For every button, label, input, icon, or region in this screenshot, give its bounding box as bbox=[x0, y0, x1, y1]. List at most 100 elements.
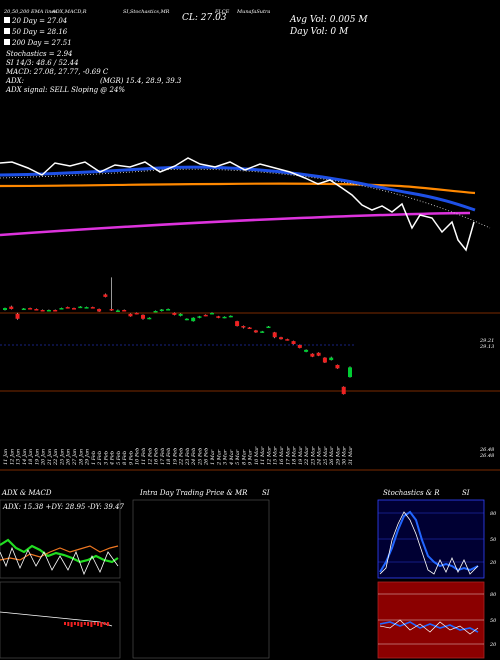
date-tick-label: 18 Feb bbox=[166, 448, 172, 465]
stochastic-k-line bbox=[379, 510, 479, 573]
ema20-legend-swatch bbox=[4, 17, 10, 23]
candle-body bbox=[97, 309, 102, 312]
date-tick-label: 24 Mar bbox=[317, 446, 323, 466]
candle-body bbox=[84, 307, 89, 309]
price-axis-label: 26.48 bbox=[479, 447, 494, 453]
intraday-panel bbox=[132, 499, 270, 659]
date-tick-label: 12 Jan bbox=[9, 449, 15, 465]
candle-body bbox=[141, 314, 145, 319]
candle-body bbox=[191, 317, 196, 322]
date-tick-label: 19 Mar bbox=[298, 446, 304, 465]
candle-body bbox=[153, 310, 158, 313]
avg-vol-label: Avg Vol: 0.005 M bbox=[289, 15, 368, 25]
date-tick-label: 13 Jan bbox=[16, 449, 22, 465]
adx-signal-legend: ADX signal: SELL Sloping @ 24% bbox=[5, 86, 125, 94]
intraday-title: Intra Day Trading Price & MR bbox=[139, 489, 248, 497]
date-tick-label: 2 Feb bbox=[97, 451, 103, 466]
candle-body bbox=[260, 331, 265, 333]
candle-body bbox=[72, 308, 76, 310]
candle-body bbox=[228, 315, 233, 318]
stochastics-title: Stochastics & R bbox=[383, 489, 440, 497]
macd-panel bbox=[0, 581, 121, 659]
date-tick-label: 16 Feb bbox=[154, 448, 160, 465]
ema20-legend: 20 Day = 27.04 bbox=[11, 17, 67, 25]
date-tick-label: 23 Feb bbox=[185, 448, 191, 466]
date-tick-label: 1 Mar bbox=[210, 449, 216, 465]
candle-body bbox=[310, 353, 315, 357]
candle-body bbox=[53, 310, 58, 312]
date-tick-label: 22 Mar bbox=[304, 446, 310, 466]
candle-body bbox=[15, 313, 20, 319]
ema200-legend-swatch bbox=[4, 39, 10, 45]
candle-body bbox=[241, 326, 246, 328]
header-stoch-label: SI,Stochastics,MR bbox=[123, 9, 170, 15]
date-tick-label: 19 Feb bbox=[172, 448, 178, 465]
date-tick-label: 9 Feb bbox=[128, 451, 134, 465]
date-tick-label: 29 Jan bbox=[85, 449, 91, 466]
date-tick-label: 25 Feb bbox=[197, 448, 203, 466]
rsi-tick: 20 bbox=[489, 642, 497, 648]
candle-body bbox=[134, 312, 139, 315]
price-axis-label: 29.13 bbox=[479, 344, 494, 350]
macd-histogram-bar bbox=[73, 622, 76, 625]
date-tick-label: 28 Jan bbox=[78, 449, 84, 466]
header-ema-label: 20,50,200 EMA lines bbox=[3, 9, 57, 15]
macd-histogram-bar bbox=[106, 622, 109, 626]
date-tick-label: 18 Jan bbox=[28, 449, 34, 465]
candle-body bbox=[335, 364, 340, 369]
ema50-line bbox=[0, 165, 476, 212]
candle-body bbox=[65, 307, 70, 309]
candle-body bbox=[122, 310, 127, 312]
candle-body bbox=[222, 316, 227, 319]
candle-body bbox=[253, 330, 258, 333]
stoch-tick: 50 bbox=[490, 537, 497, 543]
macd-histogram-bar bbox=[64, 622, 66, 625]
date-tick-label: 11 Feb bbox=[141, 448, 147, 465]
candle-body bbox=[329, 357, 334, 361]
date-tick-label: 5 Mar bbox=[235, 449, 241, 465]
price-axis-label: 26.48 bbox=[479, 453, 494, 459]
macd-histogram bbox=[64, 622, 109, 627]
date-tick-label: 27 Jan bbox=[72, 449, 78, 466]
candle-body bbox=[285, 339, 290, 341]
candle-body bbox=[316, 352, 321, 356]
date-tick-label: 15 Mar bbox=[273, 446, 279, 465]
stochastics-si-title: SI bbox=[462, 489, 470, 497]
candle-body bbox=[197, 316, 202, 318]
candle-body bbox=[272, 332, 277, 338]
adx-legend: ADX: bbox=[5, 77, 24, 85]
candle-body bbox=[172, 312, 177, 315]
candle-body bbox=[3, 308, 7, 310]
date-tick-label: 24 Feb bbox=[191, 448, 197, 466]
adx-panel bbox=[0, 499, 121, 579]
date-tick-label: 8 Feb bbox=[122, 451, 128, 465]
adx-macd-title: ADX & MACD bbox=[1, 489, 52, 497]
candle-body bbox=[28, 308, 33, 310]
date-tick-label: 8 Mar bbox=[241, 449, 247, 465]
candle-body bbox=[203, 314, 208, 317]
candle-body bbox=[103, 294, 108, 297]
date-tick-label: 25 Mar bbox=[323, 446, 329, 466]
candle-body bbox=[322, 357, 327, 363]
macd-histogram-bar bbox=[77, 622, 80, 626]
candle-body bbox=[348, 367, 352, 378]
stochastic-d-line bbox=[379, 511, 479, 575]
adx-plus-line bbox=[0, 538, 119, 564]
date-tick-label: 26 Mar bbox=[329, 446, 335, 466]
candle-body bbox=[147, 317, 152, 320]
date-tick-label: 26 Feb bbox=[204, 448, 210, 466]
date-tick-label: 26 Jan bbox=[66, 449, 72, 466]
date-tick-label: 17 Mar bbox=[285, 446, 291, 465]
date-tick-label: 3 Feb bbox=[103, 451, 109, 465]
macd-histogram-bar bbox=[67, 622, 70, 626]
price-axis-label: 29.21 bbox=[479, 338, 494, 344]
candle-body bbox=[279, 337, 283, 340]
macd-histogram-bar bbox=[80, 622, 83, 627]
date-tick-label: 12 Mar bbox=[266, 446, 272, 465]
rsi-line bbox=[379, 621, 479, 633]
intraday-si-title: SI bbox=[262, 489, 270, 497]
macd-histogram-bar bbox=[97, 622, 99, 626]
rsi-tick: 80 bbox=[490, 592, 497, 598]
ema200-legend: 200 Day = 27.51 bbox=[11, 39, 72, 47]
